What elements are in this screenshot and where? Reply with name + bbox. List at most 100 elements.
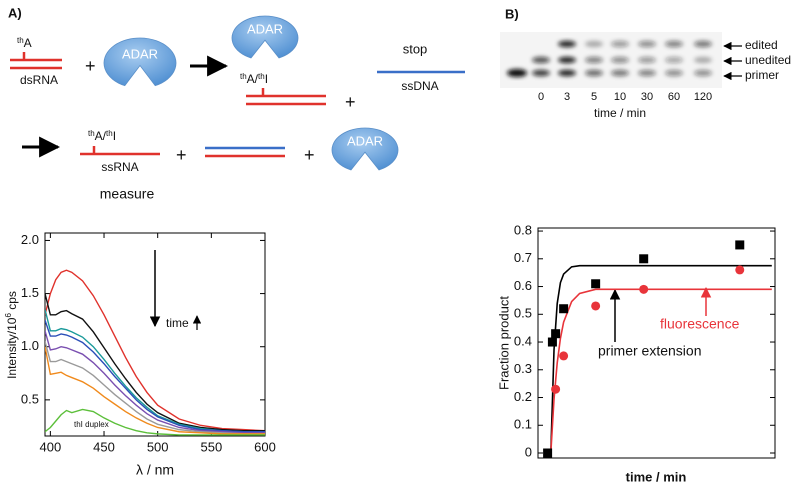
lane-axis-label: time / min — [594, 106, 646, 120]
plot-frame — [44, 232, 266, 437]
adar-enzyme — [331, 127, 399, 171]
x-axis-label: time / min — [626, 469, 687, 484]
x-tick-label: 500 — [147, 439, 169, 454]
gel-band — [611, 40, 629, 48]
gel-band — [532, 69, 550, 77]
plus: + — [345, 92, 356, 112]
data-point — [551, 384, 561, 394]
lane-label: 5 — [591, 91, 597, 103]
data-point — [591, 301, 601, 311]
lane-label: 120 — [694, 91, 712, 103]
lane-label: 10 — [614, 91, 626, 103]
chart: 0 0.1 0.2 0.3 0.4 0.5 0.6 0.7 0.8 — [514, 222, 776, 459]
gel-band — [638, 69, 656, 77]
y-tick-label: 1.0 — [21, 338, 39, 353]
y-tick-label: 0 — [525, 444, 532, 459]
gel-band — [585, 56, 603, 64]
y-tick-label: 0.8 — [514, 222, 532, 237]
y-tick-label: 0.5 — [514, 306, 532, 321]
lane-label: 60 — [668, 91, 680, 103]
data-point — [559, 351, 569, 361]
panel-label: A) — [8, 5, 22, 20]
adar-label: ADAR — [347, 133, 383, 148]
x-tick-label: 400 — [40, 439, 62, 454]
data-point — [547, 337, 557, 347]
adar-enzyme — [231, 15, 299, 59]
annotation: thI duplex — [74, 420, 109, 429]
tha-thi-label: thA/thI — [240, 72, 268, 86]
y-tick-label: 0.2 — [514, 389, 532, 404]
spectrum-line — [45, 330, 265, 434]
y-tick-label: 0.3 — [514, 361, 532, 376]
y-tick-label: 0.4 — [514, 333, 532, 348]
spectrum-line — [45, 319, 265, 433]
lane-label: 0 — [538, 91, 544, 103]
gel-band — [611, 56, 629, 64]
stop-label: stop — [403, 41, 428, 56]
band-label: unedited — [745, 53, 791, 67]
adar-enzyme — [103, 37, 177, 87]
annotation: fluorescence — [660, 316, 740, 332]
annotation: time — [166, 316, 189, 330]
gel-band — [532, 56, 550, 64]
y-tick-label: 0.7 — [514, 250, 532, 265]
chart: 0.5 1.0 1.5 2.0 400 450 500 550 600 — [21, 232, 276, 455]
plot-area — [45, 269, 265, 436]
data-point — [735, 265, 745, 275]
gel-band — [694, 69, 712, 77]
x-axis-label: λ / nm — [136, 462, 174, 478]
fit-line — [550, 288, 772, 454]
adar-group: ADAR ADAR ADAR — [103, 15, 399, 171]
gel-band — [638, 56, 656, 64]
spectrum-line — [45, 346, 265, 435]
data-point — [543, 448, 553, 458]
y-axis-label: Fraction product — [496, 296, 511, 390]
spectrum-line — [45, 269, 265, 432]
spectrum-line — [45, 309, 265, 433]
ssdna-label: ssDNA — [401, 79, 438, 93]
lane-label: 30 — [641, 91, 653, 103]
data-point — [551, 329, 561, 339]
x-tick-label: 450 — [93, 439, 115, 454]
adar-label: ADAR — [122, 46, 158, 61]
gel-band — [665, 69, 683, 77]
spectrum-line — [45, 408, 265, 436]
plot-frame — [537, 227, 776, 459]
x-tick-label: 550 — [200, 439, 222, 454]
measure-label: measure — [100, 186, 155, 202]
data-point — [639, 254, 649, 264]
plot-area — [550, 264, 772, 454]
band-label: edited — [745, 38, 778, 52]
gel-band — [558, 69, 576, 77]
data-point — [559, 304, 569, 314]
x-tick-label: 600 — [254, 439, 276, 454]
y-tick-label: 0.6 — [514, 278, 532, 293]
gel-band — [665, 40, 683, 48]
data-point — [639, 284, 649, 294]
data-point — [591, 279, 601, 289]
spectrum-line — [45, 293, 265, 432]
tha-label: thA — [17, 36, 32, 50]
y-axis-label: Intensity/106 cps — [4, 291, 19, 379]
annotation: primer extension — [598, 343, 702, 359]
fit-line — [550, 264, 772, 454]
band-label: primer — [745, 68, 779, 82]
gel-band — [665, 56, 683, 64]
data-point — [735, 240, 745, 250]
gel-band — [585, 69, 603, 77]
gel-band — [558, 40, 576, 48]
panel-label: B) — [505, 6, 519, 21]
y-tick-label: 1.5 — [21, 285, 39, 300]
gel-band — [694, 56, 712, 64]
gel-band — [694, 40, 712, 48]
gel-band — [585, 40, 603, 48]
gel-band — [611, 69, 629, 77]
y-tick-label: 0.1 — [514, 417, 532, 432]
y-tick-label: 0.5 — [21, 391, 39, 406]
gel-band — [507, 69, 527, 77]
plus: + — [85, 56, 96, 76]
y-tick-label: 2.0 — [21, 232, 39, 247]
gel-band — [558, 56, 576, 64]
